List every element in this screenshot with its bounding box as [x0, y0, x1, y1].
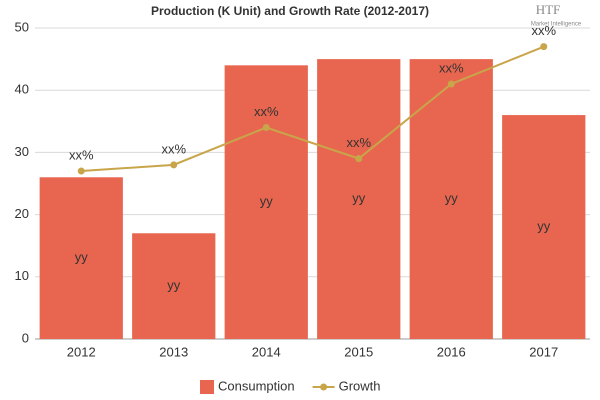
bar — [224, 65, 308, 339]
y-tick-label: 20 — [15, 206, 29, 221]
legend-swatch — [200, 380, 214, 394]
y-tick-label: 0 — [22, 330, 29, 345]
bar-label: yy — [352, 190, 366, 205]
line-label: xx% — [531, 23, 556, 38]
bar — [317, 59, 401, 339]
bar — [132, 233, 216, 339]
x-tick-label: 2017 — [529, 344, 558, 359]
line-label: xx% — [69, 147, 94, 162]
line-label: xx% — [161, 141, 186, 156]
x-tick-label: 2016 — [437, 344, 466, 359]
y-tick-label: 30 — [15, 144, 29, 159]
line-label: xx% — [254, 104, 279, 119]
line-point — [77, 167, 85, 175]
line-point — [262, 124, 270, 132]
line-label: xx% — [346, 135, 371, 150]
bar — [39, 177, 123, 339]
bar-label: yy — [167, 278, 181, 293]
legend-label: Growth — [339, 378, 381, 393]
y-tick-label: 40 — [15, 82, 29, 97]
bar-label: yy — [260, 194, 274, 209]
line-point — [447, 80, 455, 88]
y-tick-label: 50 — [15, 19, 29, 34]
legend-label: Consumption — [218, 378, 295, 393]
x-tick-label: 2014 — [252, 344, 281, 359]
line-point — [355, 155, 363, 163]
legend-swatch-dot — [320, 383, 328, 391]
line-label: xx% — [439, 60, 464, 75]
bar-label: yy — [445, 190, 459, 205]
y-tick-label: 10 — [15, 268, 29, 283]
bar-label: yy — [75, 250, 89, 265]
line — [81, 45, 545, 173]
x-tick-label: 2012 — [67, 344, 96, 359]
line-point — [540, 43, 548, 51]
bar — [502, 115, 586, 339]
line-point — [170, 161, 178, 169]
chart-title: Production (K Unit) and Growth Rate (201… — [151, 4, 429, 18]
x-tick-label: 2013 — [159, 344, 188, 359]
bar-label: yy — [537, 218, 551, 233]
logo-tagline: Market Intelligence — [531, 22, 582, 28]
x-tick-label: 2015 — [344, 344, 373, 359]
logo: HTF — [536, 2, 561, 17]
